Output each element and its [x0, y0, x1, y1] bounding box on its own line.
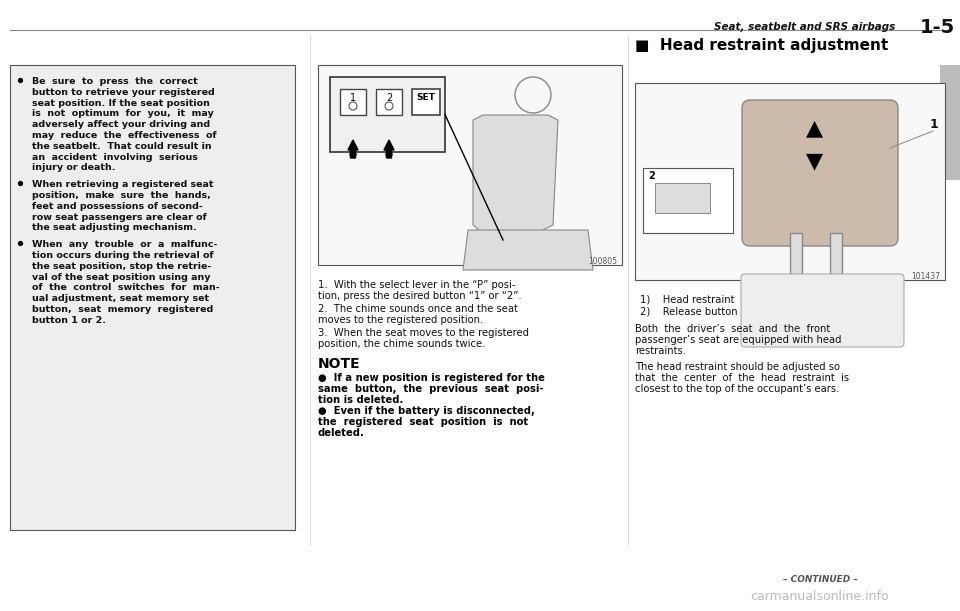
- Text: the seatbelt.  That could result in: the seatbelt. That could result in: [32, 142, 211, 151]
- Polygon shape: [348, 140, 358, 158]
- Text: 1)    Head restraint: 1) Head restraint: [640, 294, 734, 304]
- Bar: [330, 77, 445, 152]
- Text: the seat position, stop the retrie-: the seat position, stop the retrie-: [32, 262, 211, 271]
- Text: injury or death.: injury or death.: [32, 163, 115, 172]
- Text: deleted.: deleted.: [318, 428, 365, 438]
- Bar: [655, 183, 710, 213]
- Text: 3.  When the seat moves to the registered: 3. When the seat moves to the registered: [318, 328, 529, 338]
- Text: an  accident  involving  serious: an accident involving serious: [32, 153, 198, 161]
- Text: 1: 1: [350, 93, 356, 103]
- Text: ●  If a new position is registered for the: ● If a new position is registered for th…: [318, 373, 545, 383]
- Text: When  any  trouble  or  a  malfunc-: When any trouble or a malfunc-: [32, 240, 217, 249]
- Text: ●  Even if the battery is disconnected,: ● Even if the battery is disconnected,: [318, 406, 535, 416]
- Text: moves to the registered position.: moves to the registered position.: [318, 315, 483, 325]
- Bar: [412, 89, 440, 115]
- Text: ual adjustment, seat memory set: ual adjustment, seat memory set: [32, 295, 209, 303]
- FancyBboxPatch shape: [741, 274, 904, 347]
- Text: Both  the  driver’s  seat  and  the  front: Both the driver’s seat and the front: [635, 324, 830, 334]
- Polygon shape: [473, 115, 558, 250]
- Text: 100805: 100805: [588, 257, 617, 266]
- Bar: [643, 168, 733, 233]
- Text: 2: 2: [386, 93, 392, 103]
- Polygon shape: [463, 230, 593, 270]
- Bar: [376, 89, 402, 115]
- Text: tion, press the desired button “1” or “2”.: tion, press the desired button “1” or “2…: [318, 291, 521, 301]
- Text: the  registered  seat  position  is  not: the registered seat position is not: [318, 417, 528, 427]
- Text: ▼: ▼: [806, 151, 824, 171]
- Text: 2: 2: [648, 171, 655, 181]
- Bar: [830, 233, 842, 283]
- Text: The head restraint should be adjusted so: The head restraint should be adjusted so: [635, 362, 840, 372]
- Text: When retrieving a registered seat: When retrieving a registered seat: [32, 180, 213, 189]
- Bar: [318, 65, 622, 265]
- Text: NOTE: NOTE: [318, 357, 361, 371]
- Text: button 1 or 2.: button 1 or 2.: [32, 316, 106, 325]
- Text: restraints.: restraints.: [635, 346, 686, 356]
- Circle shape: [385, 102, 393, 110]
- Text: same  button,  the  previous  seat  posi-: same button, the previous seat posi-: [318, 384, 543, 394]
- Text: 1: 1: [930, 118, 939, 131]
- Text: ▲: ▲: [806, 118, 824, 138]
- Bar: [790, 233, 802, 283]
- Text: 2)    Release button: 2) Release button: [640, 306, 737, 316]
- Bar: [340, 89, 366, 115]
- Text: that  the  center  of  the  head  restraint  is: that the center of the head restraint is: [635, 373, 850, 383]
- FancyBboxPatch shape: [742, 100, 898, 246]
- Text: ■  Head restraint adjustment: ■ Head restraint adjustment: [635, 38, 888, 53]
- Text: the seat adjusting mechanism.: the seat adjusting mechanism.: [32, 224, 197, 232]
- Text: 1.  With the select lever in the “P” posi-: 1. With the select lever in the “P” posi…: [318, 280, 516, 290]
- Text: passenger’s seat are equipped with head: passenger’s seat are equipped with head: [635, 335, 842, 345]
- Text: 2.  The chime sounds once and the seat: 2. The chime sounds once and the seat: [318, 304, 517, 314]
- Text: position,  make  sure  the  hands,: position, make sure the hands,: [32, 191, 211, 200]
- Polygon shape: [384, 140, 394, 158]
- Text: carmanualsonline.info: carmanualsonline.info: [751, 590, 889, 603]
- Text: adversely affect your driving and: adversely affect your driving and: [32, 120, 210, 129]
- Text: tion occurs during the retrieval of: tion occurs during the retrieval of: [32, 251, 214, 260]
- Text: button,  seat  memory  registered: button, seat memory registered: [32, 305, 213, 314]
- Text: tion is deleted.: tion is deleted.: [318, 395, 403, 405]
- Text: may  reduce  the  effectiveness  of: may reduce the effectiveness of: [32, 131, 217, 140]
- Text: row seat passengers are clear of: row seat passengers are clear of: [32, 213, 206, 222]
- Circle shape: [349, 102, 357, 110]
- Text: position, the chime sounds twice.: position, the chime sounds twice.: [318, 339, 486, 349]
- Text: button to retrieve your registered: button to retrieve your registered: [32, 88, 215, 97]
- Text: feet and possessions of second-: feet and possessions of second-: [32, 202, 203, 211]
- Text: is  not  optimum  for  you,  it  may: is not optimum for you, it may: [32, 109, 214, 119]
- Text: of  the  control  switches  for  man-: of the control switches for man-: [32, 284, 220, 293]
- Text: val of the seat position using any: val of the seat position using any: [32, 273, 210, 282]
- Text: – CONTINUED –: – CONTINUED –: [782, 575, 857, 584]
- Bar: [940, 65, 960, 180]
- Text: Seat, seatbelt and SRS airbags: Seat, seatbelt and SRS airbags: [713, 22, 895, 32]
- Text: closest to the top of the occupant’s ears.: closest to the top of the occupant’s ear…: [635, 384, 839, 394]
- Text: 101437: 101437: [911, 272, 940, 281]
- Text: SET: SET: [417, 93, 436, 103]
- Text: seat position. If the seat position: seat position. If the seat position: [32, 98, 210, 108]
- Text: Be  sure  to  press  the  correct: Be sure to press the correct: [32, 77, 198, 86]
- Text: 1-5: 1-5: [920, 18, 955, 37]
- Bar: [635, 83, 945, 280]
- Bar: [10, 65, 295, 530]
